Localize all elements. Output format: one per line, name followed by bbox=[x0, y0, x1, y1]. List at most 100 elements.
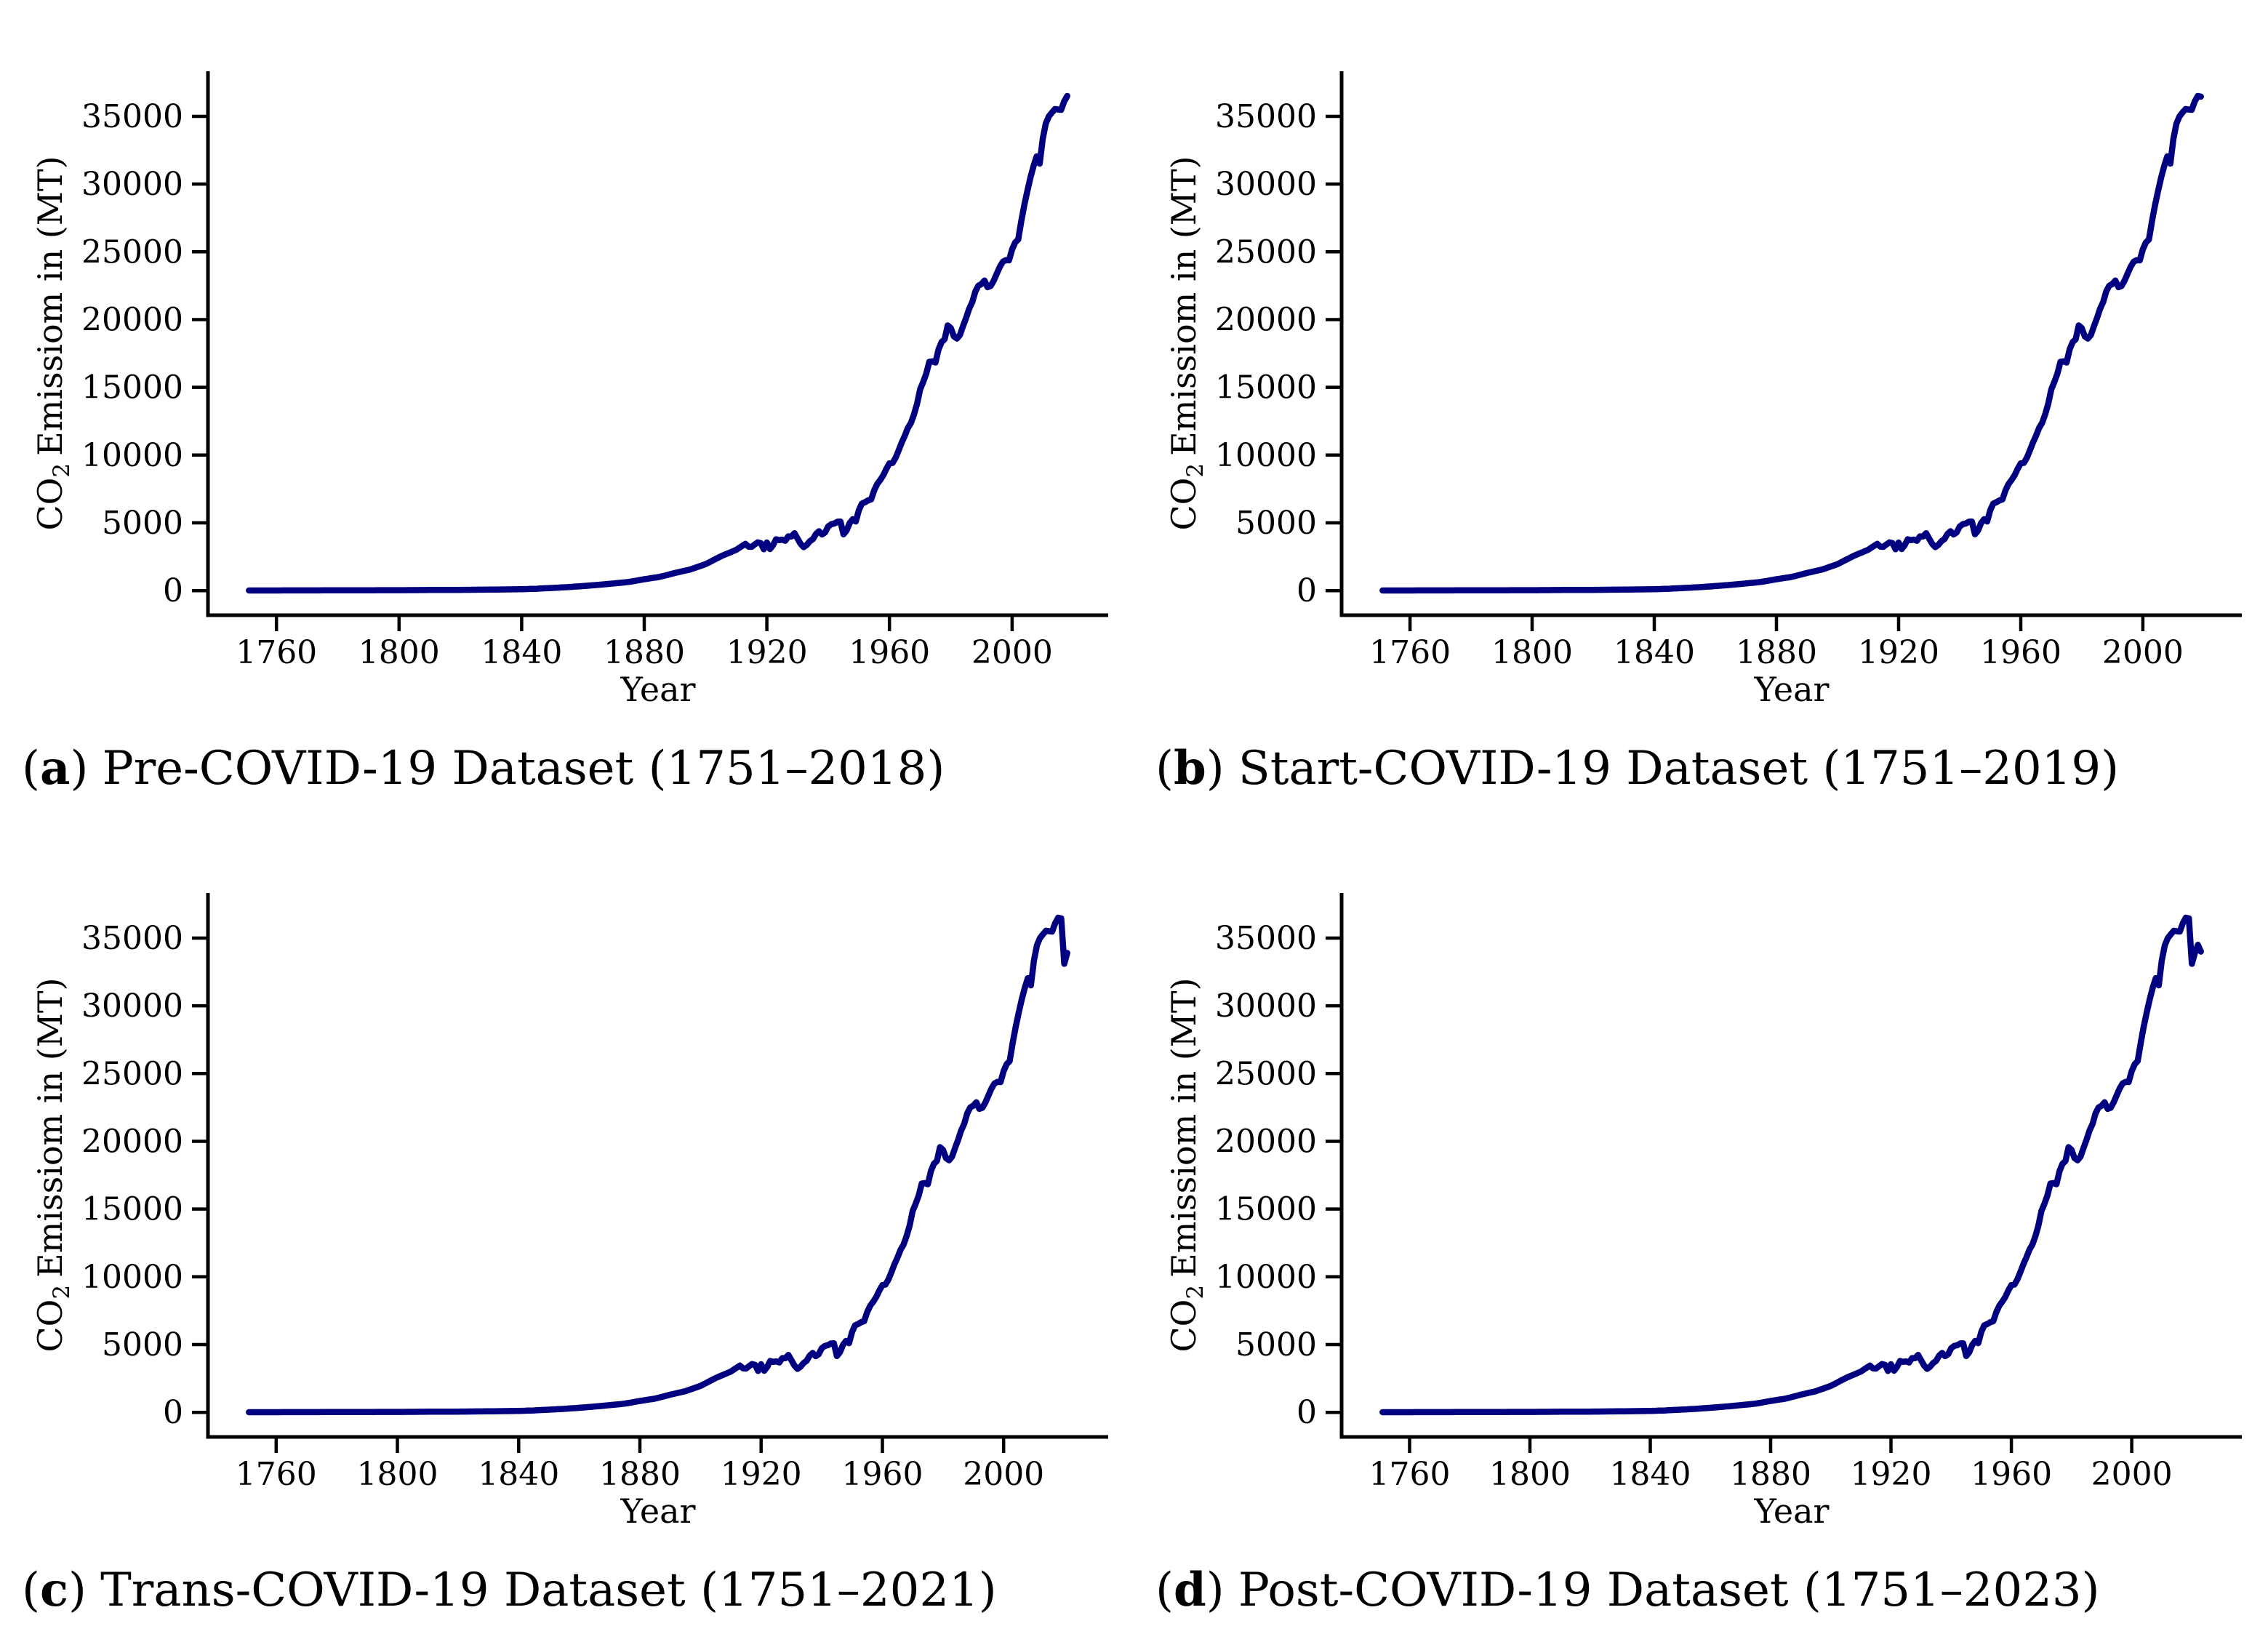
axes-spines bbox=[1339, 71, 2242, 617]
y-axis: 0 5000 10000 15000 20000 25000 30000 35000 bbox=[1215, 920, 1342, 1431]
caption-b-text: Start-COVID-19 Dataset (1751–2019) bbox=[1238, 742, 2120, 796]
x-tick-label: 1800 bbox=[1491, 634, 1573, 671]
y-tick-label: 5000 bbox=[1235, 1326, 1317, 1363]
x-tick-label: 1920 bbox=[726, 634, 808, 671]
caption-c-text: Trans-COVID-19 Dataset (1751–2021) bbox=[100, 1563, 997, 1617]
x-axis-title: Year bbox=[1753, 670, 1829, 709]
caption-b: (b) Start-COVID-19 Dataset (1751–2019) bbox=[1155, 742, 2119, 796]
x-tick-label: 1920 bbox=[721, 1456, 802, 1493]
y-tick-label: 15000 bbox=[81, 369, 183, 407]
x-tick-label: 1800 bbox=[358, 634, 440, 671]
chart-panel-trans-covid: 0 5000 10000 15000 20000 25000 30000 35000 1760 1… bbox=[0, 822, 1134, 1534]
y-tick-label: 10000 bbox=[1215, 1259, 1317, 1296]
y-tick-label: 5000 bbox=[102, 1326, 183, 1363]
x-tick-label: 1840 bbox=[1614, 634, 1695, 671]
caption-d-text: Post-COVID-19 Dataset (1751–2023) bbox=[1238, 1563, 2100, 1617]
y-tick-label: 20000 bbox=[1215, 302, 1317, 339]
caption-a: (a) Pre-COVID-19 Dataset (1751–2018) bbox=[22, 742, 945, 796]
y-tick-label: 20000 bbox=[1215, 1124, 1317, 1161]
axes-spines bbox=[206, 71, 1108, 617]
x-tick-label: 1880 bbox=[599, 1456, 681, 1493]
x-tick-label: 2000 bbox=[971, 634, 1053, 671]
y-tick-label: 25000 bbox=[1215, 233, 1317, 271]
y-tick-label: 10000 bbox=[81, 437, 183, 474]
x-tick-label: 1880 bbox=[604, 634, 685, 671]
x-axis-title: Year bbox=[620, 670, 695, 709]
co2-emission-line bbox=[1379, 92, 2204, 594]
line-chart-start-covid: 0 5000 10000 15000 20000 25000 30000 35000 1760 1… bbox=[1164, 71, 2242, 709]
x-tick-label: 1800 bbox=[357, 1456, 438, 1493]
y-tick-label: 15000 bbox=[1215, 369, 1317, 407]
x-tick-label: 1920 bbox=[1858, 634, 1939, 671]
x-axis-title: Year bbox=[1753, 1491, 1829, 1531]
x-axis-title: Year bbox=[620, 1491, 695, 1531]
y-tick-label: 35000 bbox=[81, 920, 183, 957]
y-tick-label: 15000 bbox=[1215, 1191, 1317, 1228]
y-axis-title: CO2Emissiom in (MT) bbox=[31, 156, 75, 530]
y-tick-label: 25000 bbox=[81, 233, 183, 271]
co2-emission-line bbox=[246, 914, 1070, 1416]
x-tick-label: 1880 bbox=[1730, 1456, 1811, 1493]
y-tick-label: 30000 bbox=[81, 166, 183, 203]
y-tick-label: 20000 bbox=[81, 1124, 183, 1161]
y-axis: 0 5000 10000 15000 20000 25000 30000 35000 bbox=[81, 98, 208, 609]
x-tick-label: 1760 bbox=[236, 634, 317, 671]
y-tick-label: 35000 bbox=[81, 98, 183, 135]
y-tick-label: 15000 bbox=[81, 1191, 183, 1228]
x-tick-label: 1840 bbox=[481, 634, 562, 671]
x-tick-label: 1840 bbox=[478, 1456, 559, 1493]
x-tick-label: 1840 bbox=[1610, 1456, 1691, 1493]
y-tick-label: 0 bbox=[1297, 572, 1317, 609]
y-tick-label: 35000 bbox=[1215, 920, 1317, 957]
caption-a-text: Pre-COVID-19 Dataset (1751–2018) bbox=[102, 742, 945, 796]
y-tick-label: 25000 bbox=[1215, 1055, 1317, 1092]
caption-c-index: (c) bbox=[22, 1563, 87, 1617]
y-tick-label: 10000 bbox=[81, 1259, 183, 1296]
x-tick-label: 1760 bbox=[1369, 1456, 1451, 1493]
y-tick-label: 25000 bbox=[81, 1055, 183, 1092]
y-tick-label: 35000 bbox=[1215, 98, 1317, 135]
x-tick-label: 1960 bbox=[1980, 634, 2061, 671]
y-tick-label: 30000 bbox=[1215, 166, 1317, 203]
x-axis: 1760 1800 1840 1880 1920 1960 2000 bbox=[1369, 615, 2184, 671]
caption-a-index: (a) bbox=[22, 741, 89, 796]
x-axis: 1760 1800 1840 1880 1920 1960 2000 bbox=[1369, 1437, 2173, 1493]
x-tick-label: 2000 bbox=[2091, 1456, 2173, 1493]
y-tick-label: 30000 bbox=[1215, 988, 1317, 1025]
chart-panel-pre-covid: 0 5000 10000 15000 20000 25000 30000 35000 1760 1… bbox=[0, 0, 1134, 713]
y-tick-label: 0 bbox=[163, 1394, 183, 1431]
axes-spines bbox=[1339, 893, 2242, 1439]
x-tick-label: 1760 bbox=[1369, 634, 1451, 671]
x-tick-label: 1800 bbox=[1489, 1456, 1571, 1493]
y-axis: 0 5000 10000 15000 20000 25000 30000 35000 bbox=[81, 920, 208, 1431]
caption-b-index: (b) bbox=[1155, 741, 1225, 796]
y-axis-title: CO2Emissiom in (MT) bbox=[1164, 977, 1209, 1352]
x-tick-label: 2000 bbox=[963, 1456, 1044, 1493]
y-tick-label: 5000 bbox=[1235, 505, 1317, 542]
co2-emission-line bbox=[246, 92, 1070, 594]
co2-emission-line bbox=[1379, 914, 2204, 1416]
chart-panel-post-covid: 0 5000 10000 15000 20000 25000 30000 35000 1760 1… bbox=[1134, 822, 2268, 1534]
caption-d: (d) Post-COVID-19 Dataset (1751–2023) bbox=[1155, 1563, 2100, 1618]
x-axis: 1760 1800 1840 1880 1920 1960 2000 bbox=[236, 615, 1053, 671]
x-tick-label: 2000 bbox=[2102, 634, 2184, 671]
x-tick-label: 1960 bbox=[842, 1456, 923, 1493]
y-tick-label: 0 bbox=[1297, 1394, 1317, 1431]
y-tick-label: 10000 bbox=[1215, 437, 1317, 474]
x-tick-label: 1960 bbox=[849, 634, 930, 671]
x-tick-label: 1960 bbox=[1971, 1456, 2052, 1493]
chart-panel-start-covid: 0 5000 10000 15000 20000 25000 30000 35000 1760 1… bbox=[1134, 0, 2268, 713]
caption-d-index: (d) bbox=[1155, 1563, 1225, 1617]
x-axis: 1760 1800 1840 1880 1920 1960 2000 bbox=[236, 1437, 1044, 1493]
x-tick-label: 1760 bbox=[236, 1456, 317, 1493]
y-tick-label: 5000 bbox=[102, 505, 183, 542]
caption-c: (c) Trans-COVID-19 Dataset (1751–2021) bbox=[22, 1563, 997, 1618]
axes-spines bbox=[206, 893, 1108, 1439]
y-axis-title: CO2Emissiom in (MT) bbox=[31, 977, 75, 1352]
x-tick-label: 1920 bbox=[1851, 1456, 1932, 1493]
y-axis-title: CO2Emissiom in (MT) bbox=[1164, 156, 1209, 530]
